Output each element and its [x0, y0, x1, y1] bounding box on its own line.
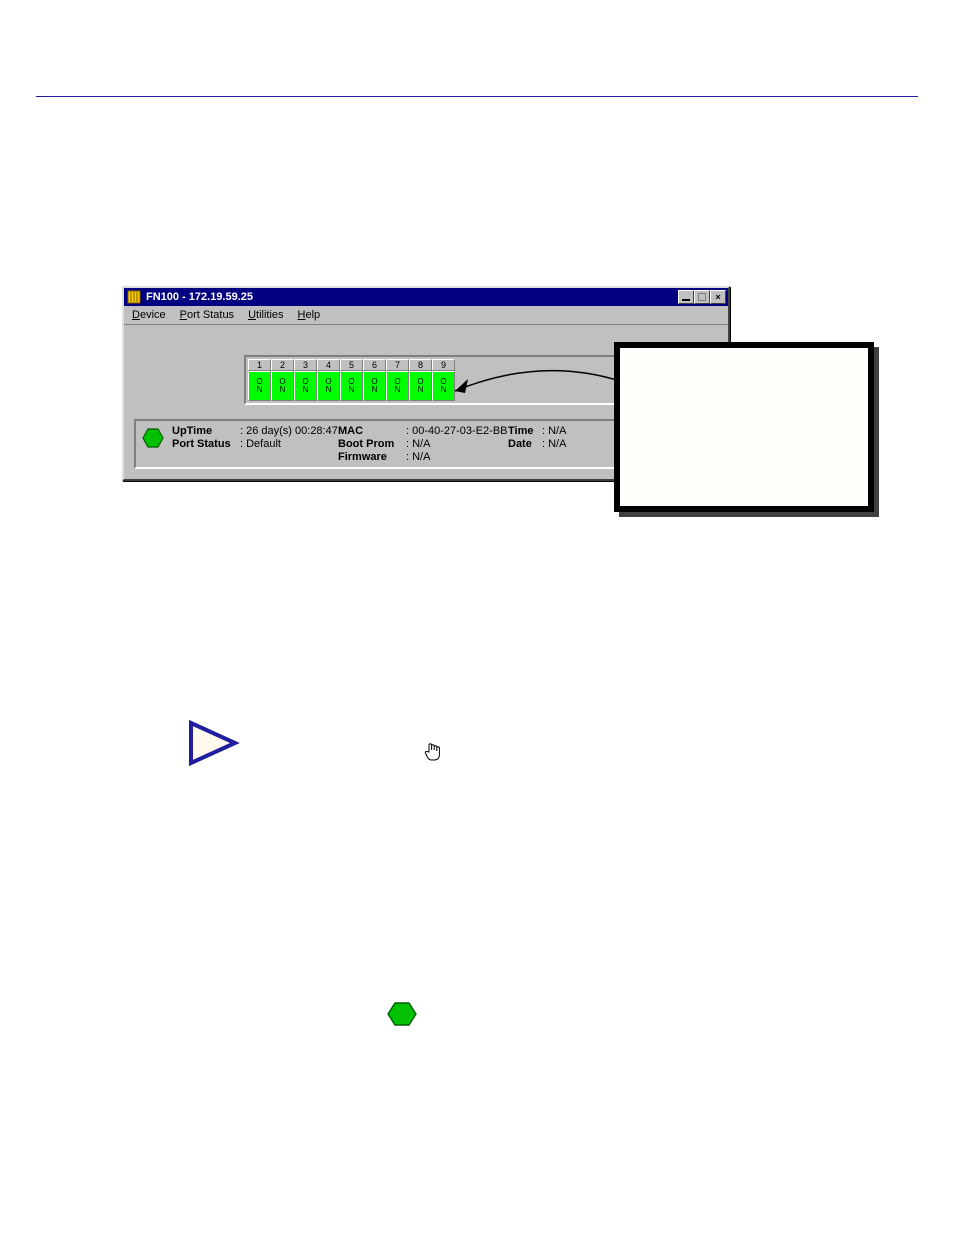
- port-8[interactable]: 8ON: [409, 359, 432, 401]
- window-title: FN100 - 172.19.59.25: [146, 291, 678, 303]
- uptime-label: UpTime: [172, 425, 240, 437]
- firmware-label: Firmware: [338, 451, 406, 463]
- port-state-label: ON: [248, 371, 271, 401]
- menubar: Device Port Status Utilities Help: [124, 306, 728, 325]
- mac-value: : 00-40-27-03-E2-BB: [406, 425, 508, 437]
- port-number-label: 7: [386, 359, 409, 371]
- app-icon: [126, 289, 142, 305]
- port-status-value: : Default: [240, 438, 338, 450]
- time-value: : N/A: [542, 425, 570, 437]
- menu-utilities[interactable]: Utilities: [246, 308, 285, 322]
- port-9[interactable]: 9ON: [432, 359, 455, 401]
- inline-hexagon-icon: [387, 1001, 417, 1027]
- port-number-label: 5: [340, 359, 363, 371]
- port-number-label: 4: [317, 359, 340, 371]
- menu-device[interactable]: Device: [130, 308, 168, 322]
- port-number-label: 8: [409, 359, 432, 371]
- callout-box: [614, 342, 874, 512]
- port-4[interactable]: 4ON: [317, 359, 340, 401]
- date-value: : N/A: [542, 438, 570, 450]
- port-state-label: ON: [340, 371, 363, 401]
- date-label: Date: [508, 438, 542, 450]
- port-state-label: ON: [317, 371, 340, 401]
- menu-help[interactable]: Help: [296, 308, 323, 322]
- titlebar[interactable]: FN100 - 172.19.59.25 ×: [124, 288, 728, 306]
- firmware-value: : N/A: [406, 451, 508, 463]
- port-state-label: ON: [386, 371, 409, 401]
- uptime-value: : 26 day(s) 00:28:47: [240, 425, 338, 437]
- mac-label: MAC: [338, 425, 406, 437]
- port-5[interactable]: 5ON: [340, 359, 363, 401]
- port-state-label: ON: [409, 371, 432, 401]
- port-number-label: 6: [363, 359, 386, 371]
- port-state-label: ON: [432, 371, 455, 401]
- boot-prom-label: Boot Prom: [338, 438, 406, 450]
- menu-port-status[interactable]: Port Status: [178, 308, 236, 322]
- port-number-label: 1: [248, 359, 271, 371]
- port-state-label: ON: [271, 371, 294, 401]
- status-hexagon-icon: [142, 427, 164, 449]
- port-state-label: ON: [363, 371, 386, 401]
- port-7[interactable]: 7ON: [386, 359, 409, 401]
- boot-prom-value: : N/A: [406, 438, 508, 450]
- port-3[interactable]: 3ON: [294, 359, 317, 401]
- header-divider: [36, 96, 918, 97]
- close-button[interactable]: ×: [710, 290, 726, 304]
- port-number-label: 9: [432, 359, 455, 371]
- maximize-button[interactable]: [694, 290, 710, 304]
- port-6[interactable]: 6ON: [363, 359, 386, 401]
- minimize-button[interactable]: [678, 290, 694, 304]
- port-status-label: Port Status: [172, 438, 240, 450]
- port-2[interactable]: 2ON: [271, 359, 294, 401]
- port-1[interactable]: 1ON: [248, 359, 271, 401]
- port-number-label: 2: [271, 359, 294, 371]
- play-triangle-icon: [187, 719, 241, 767]
- time-label: Time: [508, 425, 542, 437]
- hand-cursor-icon: [423, 742, 441, 762]
- port-state-label: ON: [294, 371, 317, 401]
- port-number-label: 3: [294, 359, 317, 371]
